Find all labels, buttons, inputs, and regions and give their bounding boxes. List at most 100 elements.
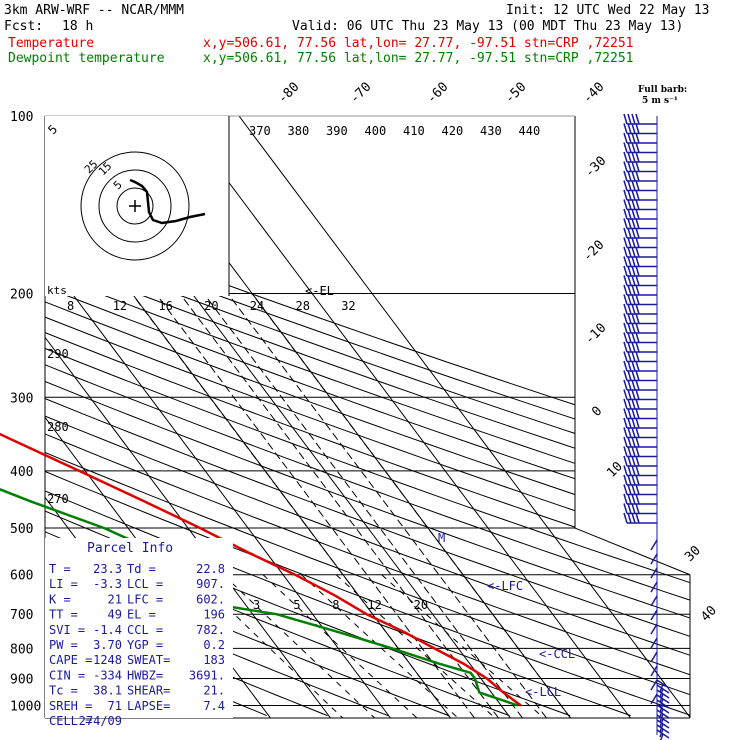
dry-adiabat-360 bbox=[45, 116, 690, 717]
parcel-row: SREH = 71 LAPSE= 7.4 bbox=[49, 699, 225, 713]
dry-adiabat-470 bbox=[45, 116, 690, 717]
parcel-label-1: Tc = bbox=[49, 684, 78, 698]
theta-left-label-290: 290 bbox=[47, 347, 69, 361]
dry-adiabat-390 bbox=[45, 116, 690, 717]
wind-barbs bbox=[623, 113, 670, 740]
wind-barb bbox=[650, 637, 658, 649]
model-title: 3km ARW-WRF -- NCAR/MMM bbox=[4, 3, 184, 18]
wind-barb bbox=[623, 132, 657, 144]
theta-left-label-270: 270 bbox=[47, 492, 69, 506]
dry-adiabat-430 bbox=[45, 116, 690, 717]
isotherm-50 bbox=[238, 116, 690, 718]
wind-barb bbox=[623, 161, 657, 173]
wind-barb bbox=[623, 493, 657, 505]
theta-label-440: 440 bbox=[519, 124, 541, 138]
wind-barb bbox=[623, 436, 657, 448]
wind-barb bbox=[623, 151, 657, 163]
pressure-label-300: 300 bbox=[10, 391, 33, 406]
dry-adiabat-270 bbox=[45, 116, 389, 717]
isotherm--10 bbox=[45, 116, 331, 718]
mixing-ratio-label-20: 20 bbox=[414, 598, 428, 612]
mixing-ratio-3 bbox=[223, 574, 376, 718]
hodo-speed-label-20: 20 bbox=[204, 299, 218, 313]
wind-barb bbox=[650, 581, 658, 593]
parcel-label-2: SHEAR= bbox=[127, 684, 170, 698]
dry-adiabat-420 bbox=[45, 116, 690, 717]
wind-barb bbox=[623, 246, 657, 258]
wind-barb bbox=[623, 465, 657, 477]
dry-adiabat-380 bbox=[45, 116, 690, 717]
temperature-location: x,y=506.61, 77.56 lat,lon= 27.77, -97.51… bbox=[203, 36, 633, 51]
theta-label-400: 400 bbox=[365, 124, 387, 138]
parcel-value-1: 49 bbox=[108, 608, 122, 622]
parcel-info-title: Parcel Info bbox=[87, 541, 173, 556]
series-line-temperature bbox=[0, 432, 522, 707]
wind-barb bbox=[623, 351, 657, 363]
wind-barb bbox=[623, 370, 657, 382]
dry-adiabat-450 bbox=[45, 116, 690, 717]
hodo-ring-3 bbox=[80, 151, 190, 261]
theta-label-390: 390 bbox=[326, 124, 348, 138]
wind-barb bbox=[623, 332, 657, 344]
pressure-label-700: 700 bbox=[10, 608, 33, 623]
mixing-ratio-5 bbox=[262, 574, 418, 718]
parcel-label-2: SWEAT= bbox=[127, 653, 170, 667]
isotherm-label--30: -30 bbox=[582, 154, 609, 181]
hodo-speed-label-32: 32 bbox=[341, 299, 355, 313]
isotherm-label-30: 30 bbox=[682, 543, 704, 565]
hodo-units: kts bbox=[47, 284, 67, 297]
parcel-row: T = 23.3 Td = 22.8 bbox=[49, 562, 225, 576]
parcel-row: SVI = -1.4 CCL = 782. bbox=[49, 623, 225, 637]
wind-barb bbox=[623, 417, 657, 429]
theta-label-420: 420 bbox=[442, 124, 464, 138]
isotherm-label--70: -70 bbox=[347, 80, 374, 107]
pressure-label-900: 900 bbox=[10, 673, 33, 688]
forecast-label: Fcst: bbox=[4, 19, 43, 34]
wind-barb bbox=[623, 398, 657, 410]
wind-barb bbox=[623, 265, 657, 277]
isotherm-label--20: -20 bbox=[580, 238, 607, 265]
mixing-ratio-label-3: 3 bbox=[253, 598, 260, 612]
parcel-row: LI = -3.3 LCL = 907. bbox=[49, 577, 225, 591]
isotherm--60 bbox=[0, 116, 31, 718]
hodo-speed-label-24: 24 bbox=[250, 299, 264, 313]
parcel-label-2: LFC = bbox=[127, 592, 163, 606]
parcel-row: K = 21 LFC = 602. bbox=[49, 592, 225, 606]
parcel-label-1: TT = bbox=[49, 608, 78, 622]
wind-barb bbox=[650, 665, 658, 677]
wind-barb bbox=[650, 651, 658, 663]
wind-barb bbox=[623, 123, 657, 135]
parcel-value-1: 23.3 bbox=[93, 562, 122, 576]
wind-barb bbox=[623, 237, 657, 249]
wind-barb bbox=[623, 170, 657, 182]
parcel-label-2: LCL = bbox=[127, 577, 163, 591]
hodo-speed-label-16: 16 bbox=[158, 299, 172, 313]
parcel-label-2: EL = bbox=[127, 608, 156, 622]
dry-adiabat-350 bbox=[45, 116, 690, 717]
parcel-row: TT = 49 EL = 196 bbox=[49, 608, 225, 622]
wind-barb bbox=[623, 446, 657, 458]
marker-lfc: <-LFC bbox=[487, 579, 523, 593]
parcel-row: PW = 3.70 YGP = 0.2 bbox=[49, 638, 225, 652]
parcel-row: CIN = -334 HWBZ= 3691. bbox=[49, 668, 225, 682]
parcel-value-1: -1.4 bbox=[93, 623, 122, 637]
wind-barb bbox=[623, 408, 657, 420]
mixing-ratio-label-5: 5 bbox=[293, 598, 300, 612]
dry-adiabat-480 bbox=[45, 116, 690, 717]
wind-barb bbox=[623, 379, 657, 391]
parcel-value-1: 3.70 bbox=[93, 638, 122, 652]
pressure-label-500: 500 bbox=[10, 522, 33, 537]
wind-barb bbox=[623, 322, 657, 334]
hodo-speed-label-12: 12 bbox=[113, 299, 127, 313]
marker-lcl: <-LCL bbox=[525, 685, 561, 699]
wind-barb bbox=[623, 208, 657, 220]
parcel-value-2: 0.2 bbox=[203, 638, 225, 652]
wind-barb bbox=[623, 275, 657, 287]
dry-adiabat-370 bbox=[45, 116, 690, 717]
marker-m: M bbox=[438, 531, 445, 545]
hodo-speed-label-28: 28 bbox=[296, 299, 310, 313]
wind-barb bbox=[623, 389, 657, 401]
parcel-label-1: CAPE = bbox=[49, 653, 92, 667]
theta-label-430: 430 bbox=[480, 124, 502, 138]
